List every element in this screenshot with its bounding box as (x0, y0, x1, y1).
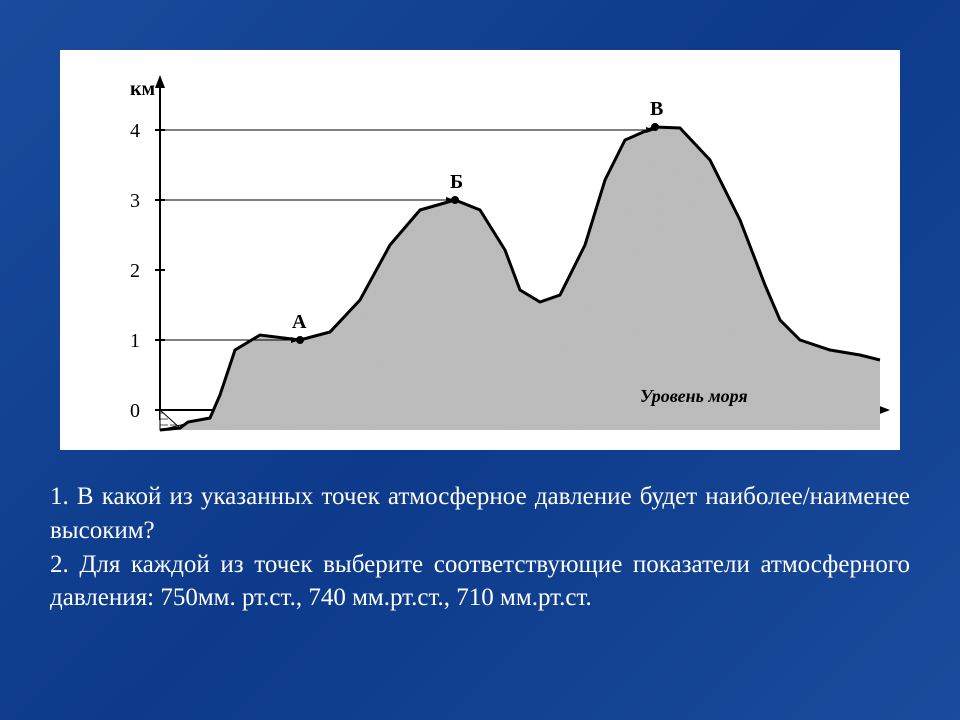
question-2: 2. Для каждой из точек выберите соответс… (50, 548, 910, 616)
mountain-fill (160, 127, 880, 430)
question-1: 1. В какой из указанных точек атмосферно… (50, 480, 910, 548)
ytick-0: 0 (130, 400, 140, 422)
elevation-chart: 0 1 2 3 4 км (60, 50, 900, 450)
point-v-marker (651, 123, 659, 131)
questions-block: 1. В какой из указанных точек атмосферно… (0, 470, 960, 645)
ytick-2: 2 (130, 260, 140, 282)
point-a-marker (296, 336, 304, 344)
ytick-4: 4 (130, 120, 140, 142)
point-b-marker (451, 196, 459, 204)
chart-svg: 0 1 2 3 4 км (60, 50, 900, 450)
sea-level-label: Уровень моря (640, 386, 748, 406)
ytick-1: 1 (130, 330, 140, 352)
ytick-3: 3 (130, 190, 140, 212)
point-b-label: Б (450, 171, 463, 193)
y-axis-label: км (130, 78, 155, 100)
slide: 0 1 2 3 4 км (0, 0, 960, 720)
y-axis-arrow (155, 75, 165, 88)
point-a-label: А (292, 311, 307, 333)
point-v-label: В (650, 98, 663, 120)
